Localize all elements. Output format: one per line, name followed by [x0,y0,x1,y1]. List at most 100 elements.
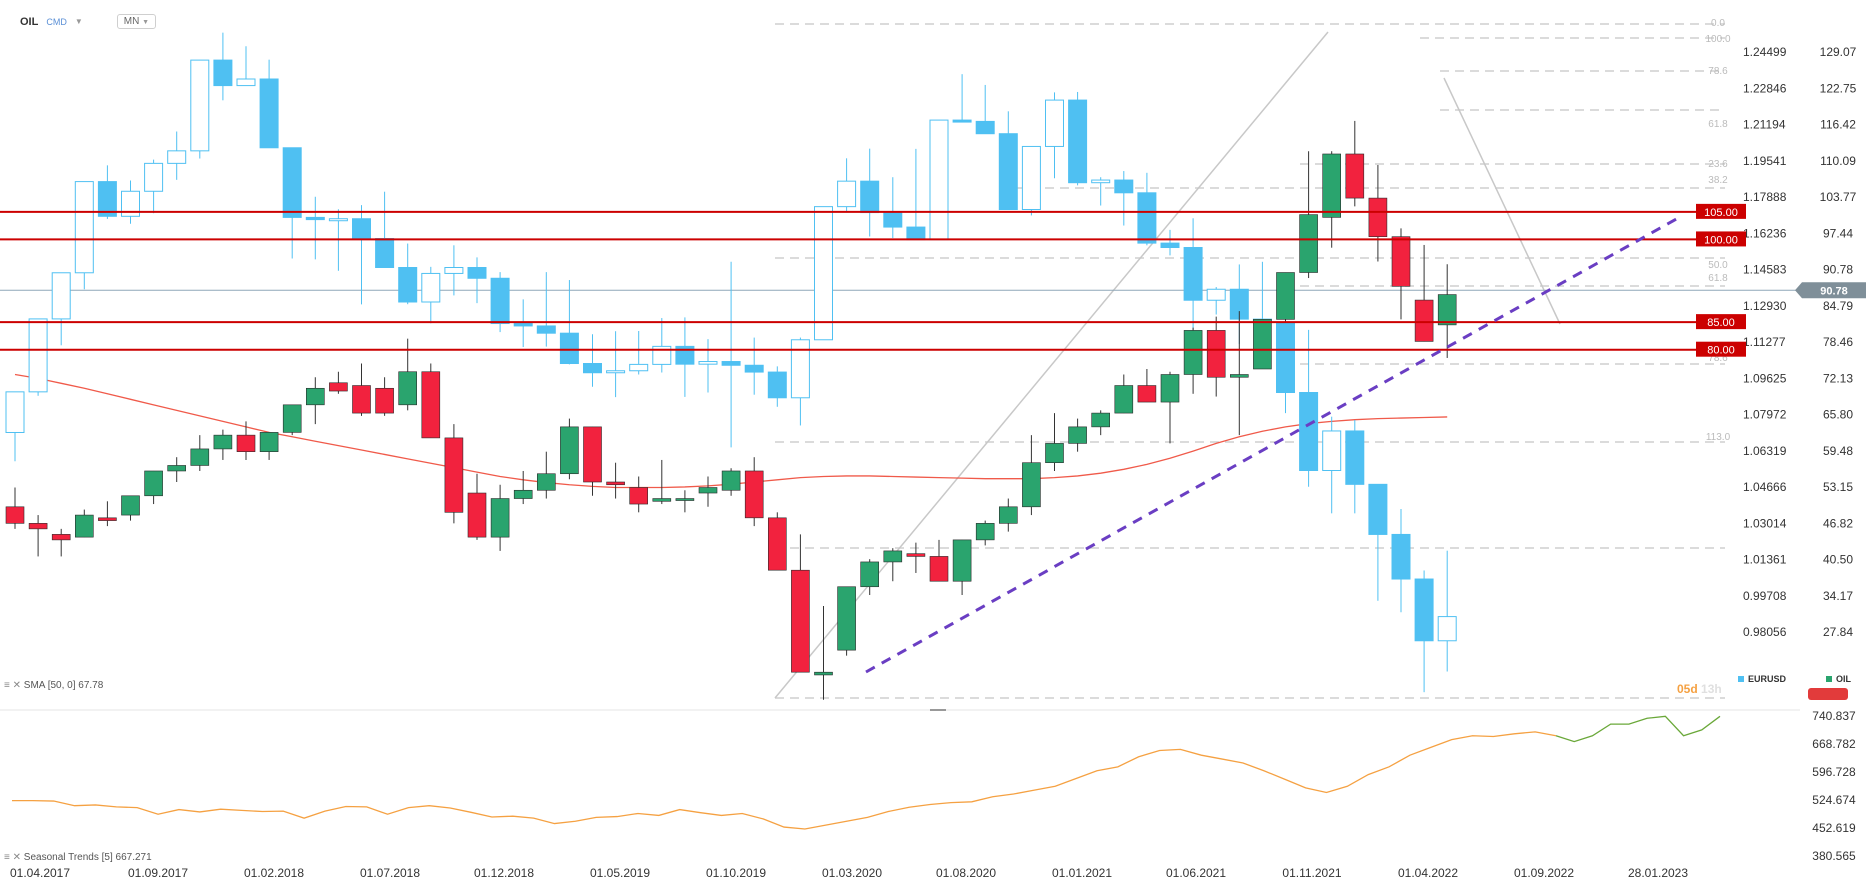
settings-icon[interactable]: ≡ [4,680,10,691]
eurusd-candle [606,370,626,374]
eurusd-axis-tick: 1.09625 [1743,371,1787,385]
eurusd-candle [375,238,395,269]
oil-candle [1022,462,1041,508]
seasonal-axis-tick: 452.619 [1812,821,1856,835]
oil-candle [121,495,140,516]
eurusd-candle [28,318,48,393]
fib-label: 38.2 [1708,175,1728,186]
level-label: 100.00 [1704,234,1738,246]
fib-label: 61.8 [1708,273,1728,284]
oil-axis-tick: 122.75 [1820,81,1857,95]
seasonal-indicator-label[interactable]: ≡ ✕ Seasonal Trends [5] 667.271 [4,852,152,863]
eurusd-axis-tick: 1.04666 [1743,480,1787,494]
oil-axis-tick: 97.44 [1823,226,1853,240]
oil-candle [1068,426,1087,444]
candle-timer: 05d 13h [1677,682,1722,696]
fib-label: 100.0 [1705,34,1730,45]
oil-candle [259,432,279,452]
eurusd-candle [444,267,464,274]
oil-candle [814,671,833,676]
oil-candle [375,387,394,414]
eurusd-candle [97,181,117,217]
eurusd-candle [1137,192,1157,244]
seasonal-axis-tick: 524.674 [1812,793,1856,807]
level-tag [1696,341,1746,357]
timeframe-selector[interactable]: MN ▼ [116,14,157,29]
x-axis-label: 01.03.2020 [822,866,882,880]
oil-candle [75,514,94,538]
fib-label: 0.0 [1711,18,1725,29]
eurusd-candle [167,150,187,164]
x-axis-label: 01.01.2021 [1052,866,1112,880]
eurusd-candle [144,162,164,192]
sma-indicator-label[interactable]: ≡ ✕ SMA [50, 0] 67.78 [4,680,103,691]
chevron-down-icon: ▼ [142,19,150,26]
eurusd-candle [837,180,857,208]
level-tag [1696,314,1746,330]
oil-candle [305,387,325,406]
eurusd-candle [744,364,764,373]
eurusd-candle [767,371,787,399]
x-axis-label: 01.07.2018 [360,866,420,880]
oil-candle [144,470,163,497]
eurusd-axis-tick: 1.17888 [1743,190,1787,204]
oil-candle [998,506,1018,524]
oil-candle [536,473,556,491]
eurusd-candle [190,59,210,152]
legend-eurusd-label: EURUSD [1748,674,1787,684]
oil-candle [583,426,602,483]
oil-candle [1414,299,1434,342]
oil-candle [467,492,487,538]
oil-candle [421,371,441,439]
oil-candle [698,487,718,494]
eurusd-candle [998,133,1018,211]
oil-candle [1160,374,1180,403]
eurusd-candle [1068,99,1088,184]
oil-axis-tick: 78.46 [1823,335,1853,349]
current-price-label: 90.78 [1820,285,1848,297]
x-axis-label: 01.11.2021 [1282,866,1341,880]
level-tag [1696,203,1746,219]
seasonal-axis-tick: 740.837 [1812,709,1856,723]
eurusd-candle [1206,288,1226,301]
oil-candle [721,470,741,491]
eurusd-candle [74,181,94,274]
oil-candle [906,553,926,557]
settings-icon[interactable]: ≡ [4,852,10,863]
eurusd-candle [583,363,602,374]
legend-eurusd: EURUSD [1738,674,1786,684]
oil-axis-tick: 46.82 [1823,516,1853,530]
fib-diagonal [1443,77,1561,325]
symbol-label[interactable]: OIL [20,15,39,28]
oil-candle [1322,153,1341,218]
oil-candle [236,434,256,452]
oil-candle [952,539,972,582]
oil-axis-tick: 90.78 [1823,263,1853,277]
close-icon[interactable]: ✕ [12,852,22,863]
legend-oil-label: OIL [1836,674,1851,684]
oil-candle [860,561,880,588]
oil-candle [1206,330,1226,378]
oil-candle [490,498,510,538]
oil-candle [398,371,418,406]
oil-axis-tick: 129.07 [1820,45,1857,59]
oil-candle [675,498,695,501]
seasonal-line-orange [12,731,1557,830]
close-icon[interactable]: ✕ [12,680,22,691]
eurusd-candle [467,267,487,279]
timeframe-label: MN [123,16,140,27]
oil-candle [560,426,579,475]
seasonal-value: Seasonal Trends [5] 667.271 [23,852,152,863]
sma-value: SMA [50, 0] 67.78 [23,680,104,691]
oil-candle [1230,374,1249,378]
oil-candle [1368,197,1388,237]
chevron-down-icon[interactable]: ▼ [74,17,83,26]
level-label: 105.00 [1704,207,1738,219]
oil-candle [28,523,48,530]
eurusd-candle [675,345,695,365]
eurusd-axis-tick: 1.01361 [1743,553,1787,567]
eurusd-candle [698,361,718,365]
level-label: 80.00 [1707,345,1735,357]
fib-label: 113.0 [1706,432,1731,443]
